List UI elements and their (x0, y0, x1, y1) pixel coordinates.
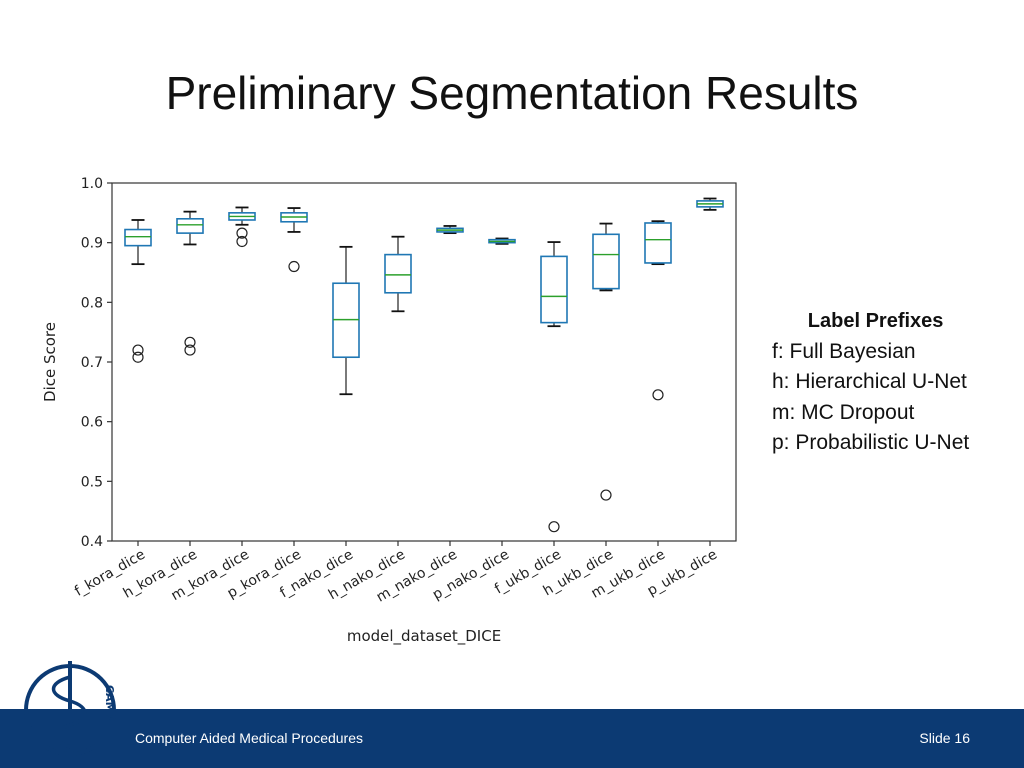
boxes (124, 197, 724, 533)
outlier-point (184, 344, 196, 356)
y-axis-label: Dice Score (41, 322, 59, 402)
legend-item: h: Hierarchical U-Net (772, 370, 967, 393)
box-h_ukb_dice (592, 222, 620, 501)
y-tick-label: 0.4 (81, 534, 103, 550)
label-prefix-legend: Label Prefixes f: Full Bayesian h: Hiera… (772, 306, 969, 459)
plot-frame (111, 182, 737, 542)
box-plot-chart: 0.4 0.5 0.6 0.7 0.8 0.9 1.0 f_kora_diceh_kora_… (41, 176, 737, 646)
box-p_kora_dice (280, 207, 308, 273)
box-h_kora_dice (176, 210, 204, 356)
camp-logo: CAMP (24, 661, 116, 756)
box-h_nako_dice (384, 235, 412, 313)
y-tick-label: 0.5 (81, 474, 103, 490)
y-tick-label: 0.8 (81, 295, 103, 311)
y-axis-ticks: 0.4 0.5 0.6 0.7 0.8 0.9 1.0 (81, 176, 112, 550)
outlier-point (184, 336, 196, 348)
box-f_ukb_dice (540, 241, 568, 533)
outlier-point (236, 235, 248, 248)
y-tick-label: 0.9 (81, 236, 103, 252)
iqr-box (592, 233, 620, 290)
box-f_nako_dice (332, 245, 360, 396)
outlier-point (236, 227, 248, 239)
legend-item: f: Full Bayesian (772, 339, 916, 363)
outlier-point (288, 260, 300, 273)
legend-heading: Label Prefixes (807, 310, 944, 332)
footer-organization: Computer Aided Medical Procedures (135, 730, 364, 746)
slide-number: Slide 16 (919, 730, 970, 746)
y-tick-label: 0.6 (81, 415, 103, 431)
outlier-point (652, 389, 664, 401)
box-p_nako_dice (488, 237, 516, 245)
x-axis-ticks: f_kora_diceh_kora_dicem_kora_dicep_kora_… (72, 541, 720, 606)
footer-bar (0, 709, 1024, 768)
iqr-box (540, 255, 568, 324)
iqr-box (644, 222, 672, 264)
box-m_kora_dice (228, 206, 256, 248)
y-tick-label: 0.7 (81, 355, 103, 371)
box-m_ukb_dice (644, 220, 672, 401)
x-axis-label: model_dataset_DICE (347, 627, 501, 646)
legend-item: m: MC Dropout (772, 400, 915, 424)
legend-item: p: Probabilistic U-Net (772, 431, 970, 454)
outlier-point (132, 351, 144, 363)
y-tick-label: 1.0 (81, 176, 103, 192)
outlier-point (600, 489, 612, 501)
box-p_ukb_dice (696, 197, 724, 211)
logo-text: CAMP (103, 685, 116, 721)
iqr-box (384, 253, 412, 294)
outlier-point (132, 344, 144, 356)
outlier-point (548, 521, 560, 533)
iqr-box (176, 217, 204, 234)
box-f_kora_dice (124, 219, 152, 363)
box-m_nako_dice (436, 225, 464, 235)
slide-title: Preliminary Segmentation Results (165, 67, 859, 119)
iqr-box (124, 228, 152, 247)
